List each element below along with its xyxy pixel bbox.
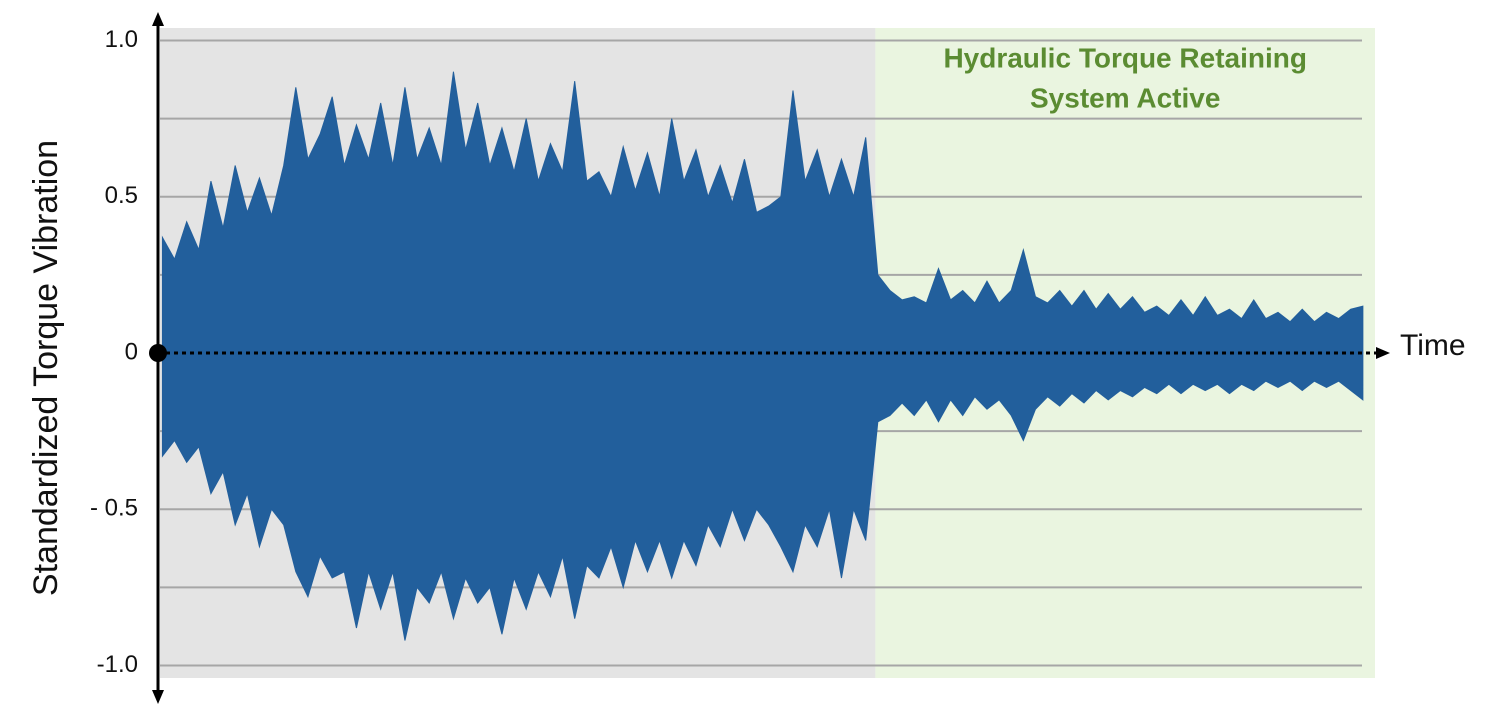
y-tick-label: 1.0 — [105, 26, 138, 53]
y-tick-label: 0.5 — [105, 182, 138, 209]
origin-dot — [149, 344, 167, 362]
signal-area — [161, 352, 1364, 641]
axes: 1.0 0.5 0 - 0.5 -1.0 — [90, 12, 1390, 704]
y-axis-arrow — [152, 690, 164, 704]
signal-area — [161, 71, 1364, 354]
region-label: Hydraulic Torque Retaining — [943, 42, 1307, 73]
y-axis-label: Standardized Torque Vibration — [27, 140, 65, 596]
y-tick-label: - 0.5 — [90, 495, 138, 522]
region-label: System Active — [1030, 82, 1220, 113]
marks — [161, 71, 1364, 641]
y-axis-arrow — [152, 12, 164, 26]
x-axis-label: Time — [1400, 329, 1466, 362]
x-axis-arrow — [1376, 347, 1390, 359]
y-tick-label: 0 — [125, 338, 138, 365]
y-tick-label: -1.0 — [97, 651, 138, 678]
